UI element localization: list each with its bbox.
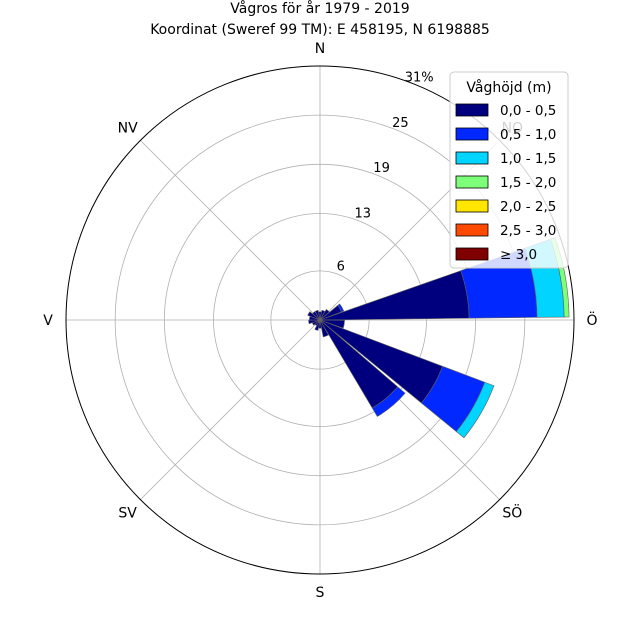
bar-segment-120-2 xyxy=(455,381,495,439)
direction-label-Ö: Ö xyxy=(586,311,597,329)
outer-ring xyxy=(65,65,575,575)
legend-swatch-0 xyxy=(455,103,489,117)
legend-swatch-2 xyxy=(455,151,489,165)
legend-label-6: ≥ 3,0 xyxy=(500,247,537,263)
bar-segment-80-0 xyxy=(319,270,470,321)
bar-segment-260-0 xyxy=(308,319,321,325)
bar-segment-160-0 xyxy=(319,319,329,338)
legend-swatch-6 xyxy=(455,247,489,261)
radial-tick-label-2: 19 xyxy=(373,161,390,176)
legend-swatch-5 xyxy=(455,223,489,237)
legend-title: Våghöjd (m) xyxy=(466,79,551,96)
legend-swatch-3 xyxy=(455,175,489,189)
legend-label-0: 0,0 - 0,5 xyxy=(500,103,556,119)
direction-label-N: N xyxy=(315,41,325,57)
bar-segment-140-1 xyxy=(371,386,406,417)
legend-box xyxy=(449,71,569,269)
chart-subtitle: Koordinat (Sweref 99 TM): E 458195, N 61… xyxy=(150,22,490,38)
legend-label-1: 0,5 - 1,0 xyxy=(500,127,556,143)
radial-tick-label-1: 13 xyxy=(354,207,371,222)
legend-label-4: 2,0 - 2,5 xyxy=(500,199,556,215)
legend-swatch-1 xyxy=(455,127,489,141)
polar-grid xyxy=(65,65,575,575)
bar-segment-300-0 xyxy=(307,311,321,321)
chart-title: Vågros för år 1979 - 2019 xyxy=(230,0,409,17)
radial-tick-labels: 6 13 19 25 31% xyxy=(337,70,434,274)
spoke-SV xyxy=(140,319,321,500)
radial-tick-label-3: 25 xyxy=(392,116,409,131)
bar-segment-340-0 xyxy=(314,309,321,321)
direction-label-S: S xyxy=(316,585,325,601)
legend-label-2: 1,0 - 1,5 xyxy=(500,151,556,167)
bar-segment-60-1 xyxy=(337,303,345,313)
direction-label-NV: NV xyxy=(118,121,138,137)
spoke-NV xyxy=(140,140,321,321)
radial-tick-label-0: 6 xyxy=(337,260,345,275)
legend-swatch-4 xyxy=(455,199,489,213)
legend-label-3: 1,5 - 2,0 xyxy=(500,175,556,191)
radial-tick-label-4: 31% xyxy=(405,70,434,85)
direction-label-SV: SV xyxy=(118,505,137,521)
legend: Våghöjd (m) 0,0 - 0,5 0,5 - 1,0 1,0 - 1,5 1,… xyxy=(449,71,569,269)
direction-label-SÖ: SÖ xyxy=(502,503,522,521)
direction-label-V: V xyxy=(43,313,53,329)
legend-label-5: 2,5 - 3,0 xyxy=(500,223,556,239)
